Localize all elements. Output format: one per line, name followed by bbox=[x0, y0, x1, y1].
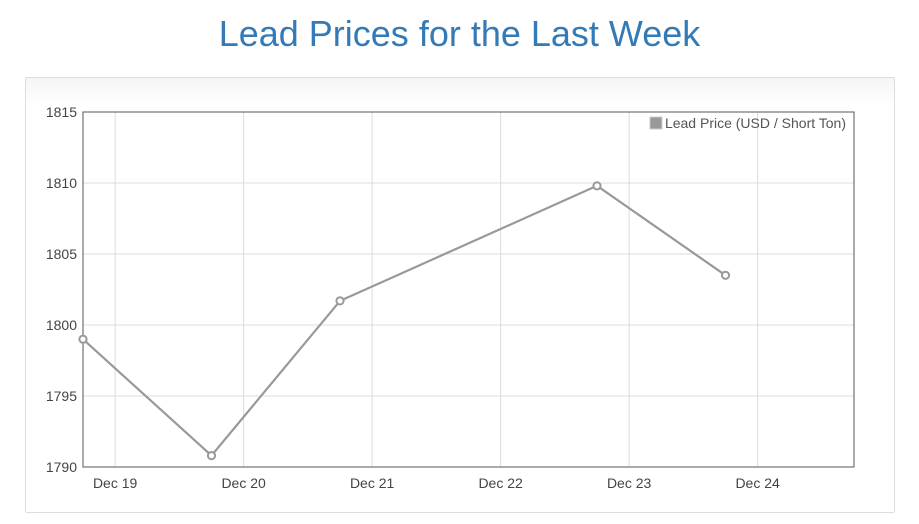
data-point[interactable] bbox=[720, 270, 731, 280]
y-tick-label: 1810 bbox=[46, 175, 77, 191]
page-title: Lead Prices for the Last Week bbox=[218, 13, 701, 54]
x-tick-label: Dec 22 bbox=[478, 475, 523, 491]
x-axis-ticks: Dec 19 Dec 20 Dec 21 Dec 22 Dec 23 Dec 24 bbox=[93, 475, 780, 491]
x-tick-label: Dec 23 bbox=[607, 475, 652, 491]
plot-frame bbox=[82, 111, 855, 468]
data-point[interactable] bbox=[592, 181, 602, 191]
x-tick-label: Dec 24 bbox=[735, 475, 780, 491]
data-point[interactable] bbox=[335, 296, 345, 306]
axes bbox=[82, 111, 855, 468]
y-tick-label: 1795 bbox=[46, 388, 77, 404]
y-tick-label: 1815 bbox=[46, 104, 77, 120]
x-tick-label: Dec 21 bbox=[350, 475, 395, 491]
legend-label: Lead Price (USD / Short Ton) bbox=[665, 115, 846, 131]
y-axis-ticks: 1790 1795 1800 1805 1810 1815 bbox=[46, 104, 77, 475]
legend: Lead Price (USD / Short Ton) bbox=[649, 115, 846, 131]
y-tick-label: 1790 bbox=[46, 459, 77, 475]
x-tick-label: Dec 20 bbox=[221, 475, 266, 491]
legend-swatch bbox=[649, 116, 663, 130]
chart-panel bbox=[25, 77, 895, 513]
y-tick-label: 1805 bbox=[46, 246, 77, 262]
grid-lines bbox=[83, 111, 854, 468]
x-tick-label: Dec 19 bbox=[93, 475, 138, 491]
data-point[interactable] bbox=[206, 451, 217, 461]
data-points bbox=[78, 181, 731, 461]
data-point[interactable] bbox=[78, 334, 88, 344]
y-tick-label: 1800 bbox=[46, 317, 77, 333]
